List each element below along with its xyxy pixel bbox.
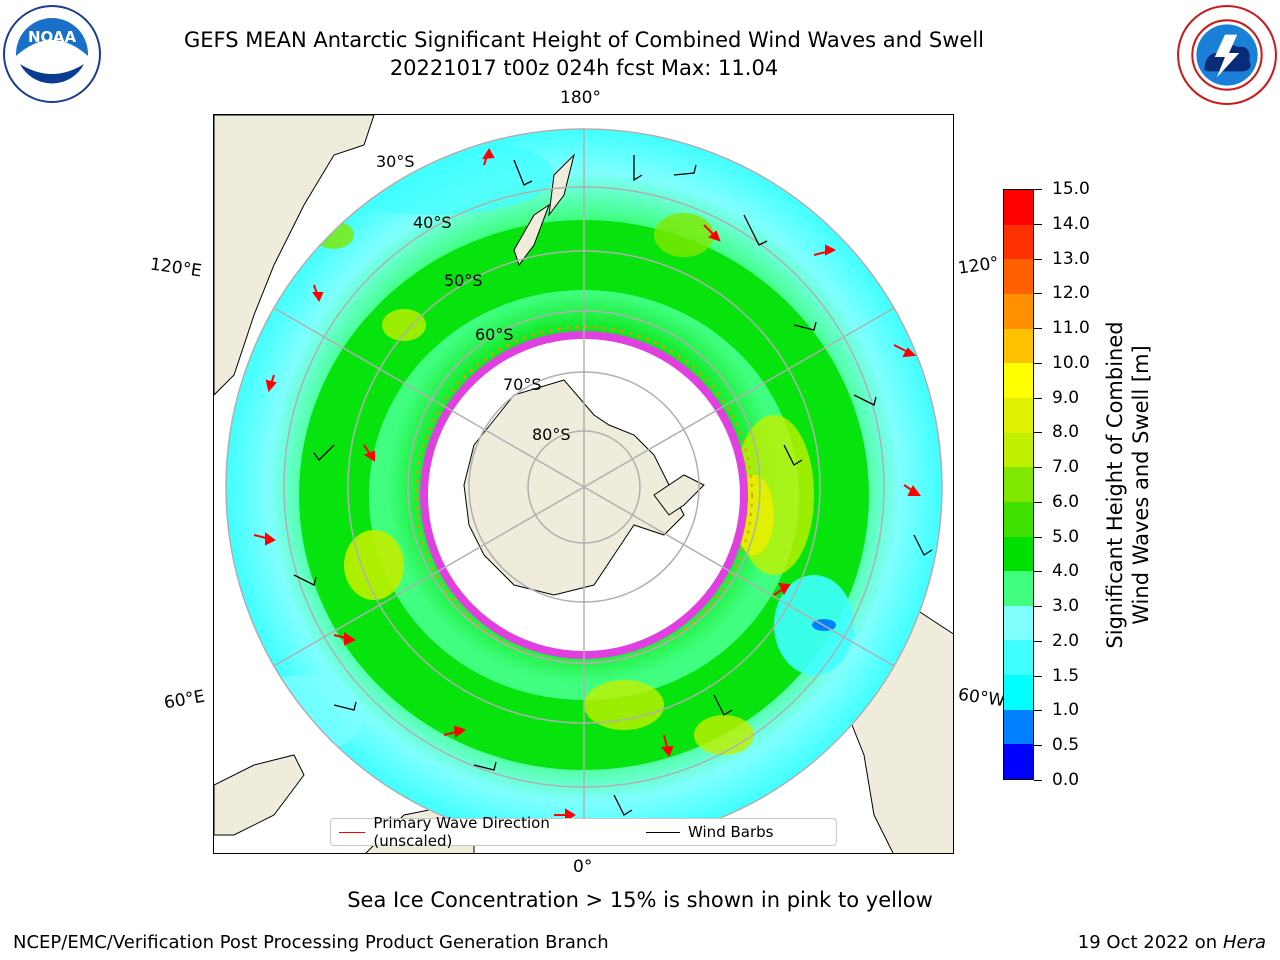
colorbar-tick-label: 15.0: [1052, 179, 1090, 199]
colorbar-tick-label: 14.0: [1052, 213, 1090, 234]
colorbar-tick-label: 13.0: [1052, 248, 1090, 269]
colorbar-segment: [1004, 744, 1033, 779]
colorbar-tick: [1034, 362, 1042, 364]
lon-label-60w: 60°W: [956, 684, 1007, 712]
lat-label-30s: 30°S: [376, 152, 415, 171]
colorbar-tick: [1034, 606, 1042, 608]
lon-label-180: 180°: [560, 88, 601, 108]
legend-swatch-barbs: [646, 831, 681, 833]
colorbar-tick: [1034, 467, 1042, 469]
title-line-2: 20221017 t00z 024h fcst Max: 11.04: [389, 56, 779, 80]
map-legend: Primary Wave Direction (unscaled) Wind B…: [330, 814, 837, 850]
colorbar-tick: [1034, 710, 1042, 712]
footer-host: Hera: [1222, 932, 1266, 953]
colorbar-segment: [1004, 259, 1033, 295]
legend-label-wave: Primary Wave Direction (unscaled): [373, 814, 550, 850]
lon-label-60e: 60°E: [162, 686, 207, 714]
nws-logo: [1177, 5, 1277, 105]
colorbar-segment: [1004, 501, 1033, 537]
lat-label-60s: 60°S: [475, 325, 514, 344]
colorbar-segment: [1004, 605, 1033, 641]
colorbar-tick-label: 6.0: [1052, 491, 1080, 512]
legend-label-barbs: Wind Barbs: [688, 823, 774, 841]
colorbar-segment: [1004, 467, 1033, 502]
legend-swatch-wave: [339, 831, 366, 833]
colorbar-tick: [1034, 432, 1042, 434]
colorbar: [1003, 189, 1034, 780]
colorbar-label-line-2: Wind Waves and Swell [m]: [1129, 345, 1153, 625]
colorbar-tick: [1034, 223, 1042, 225]
colorbar-tick-label: 5.0: [1052, 526, 1080, 547]
colorbar-label: Significant Height of Combined Wind Wave…: [1102, 321, 1154, 648]
lon-label-0: 0°: [573, 857, 593, 877]
colorbar-tick-label: 9.0: [1052, 387, 1080, 408]
noaa-logo: NOAA: [3, 5, 101, 103]
colorbar-segment: [1004, 709, 1033, 745]
colorbar-tick-label: 7.0: [1052, 457, 1080, 478]
colorbar-segment: [1004, 224, 1033, 260]
legend-item-wind-barbs: Wind Barbs: [592, 823, 829, 841]
antarctica-land: [463, 379, 685, 596]
graticule: [225, 128, 943, 846]
colorbar-tick-label: 0.5: [1052, 735, 1080, 756]
wind-barbs: [293, 155, 933, 816]
colorbar-tick: [1034, 258, 1042, 260]
colorbar-tick-label: 1.0: [1052, 700, 1080, 721]
wave-direction-arrows: [253, 148, 921, 822]
africa-land: [214, 754, 305, 836]
lon-label-120w: 120°: [956, 253, 1001, 279]
noaa-logo-text: NOAA: [28, 28, 77, 46]
colorbar-tick-label: 2.0: [1052, 630, 1080, 651]
colorbar-tick-label: 4.0: [1052, 561, 1080, 582]
footer-credit: NCEP/EMC/Verification Post Processing Pr…: [13, 932, 609, 953]
colorbar-tick-label: 11.0: [1052, 318, 1090, 339]
map-panel: [213, 114, 954, 854]
colorbar-segment: [1004, 536, 1033, 572]
new-zealand-land: [513, 153, 575, 267]
colorbar-segment: [1004, 397, 1033, 433]
chart-title: GEFS MEAN Antarctic Significant Height o…: [184, 26, 984, 82]
colorbar-tick-label: 0.0: [1052, 770, 1080, 790]
polar-map: [214, 115, 953, 853]
lat-label-80s: 80°S: [532, 425, 571, 444]
lon-label-120e: 120°E: [148, 254, 203, 282]
colorbar-segment: [1004, 571, 1033, 606]
colorbar-tick: [1034, 328, 1042, 330]
colorbar-tick-label: 3.0: [1052, 596, 1080, 617]
colorbar-segment: [1004, 432, 1033, 468]
title-line-1: GEFS MEAN Antarctic Significant Height o…: [183, 28, 985, 52]
colorbar-segment: [1004, 190, 1033, 225]
lat-label-40s: 40°S: [413, 213, 452, 232]
colorbar-segment: [1004, 363, 1033, 398]
footer-date-text: 19 Oct 2022 on: [1077, 932, 1223, 953]
lat-label-70s: 70°S: [503, 375, 542, 394]
colorbar-tick: [1034, 640, 1042, 642]
antarctic-peninsula: [653, 474, 705, 516]
footer-date: 19 Oct 2022 on Hera: [1078, 932, 1266, 953]
colorbar-tick: [1034, 780, 1042, 781]
lat-label-50s: 50°S: [444, 271, 483, 290]
colorbar-tick-label: 12.0: [1052, 283, 1090, 304]
colorbar-tick: [1034, 501, 1042, 503]
colorbar-segment: [1004, 675, 1033, 710]
colorbar-segment: [1004, 328, 1033, 364]
colorbar-tick-label: 10.0: [1052, 352, 1090, 373]
colorbar-tick: [1034, 571, 1042, 573]
colorbar-tick: [1034, 189, 1042, 190]
colorbar-tick: [1034, 293, 1042, 295]
colorbar-tick: [1034, 536, 1042, 538]
colorbar-tick-label: 8.0: [1052, 422, 1080, 443]
colorbar-tick-label: 1.5: [1052, 665, 1080, 686]
colorbar-label-line-1: Significant Height of Combined: [1103, 321, 1127, 649]
colorbar-segment: [1004, 640, 1033, 676]
legend-item-wave-direction: Primary Wave Direction (unscaled): [339, 814, 576, 850]
colorbar-tick: [1034, 397, 1042, 399]
colorbar-segment: [1004, 294, 1033, 329]
colorbar-tick: [1034, 675, 1042, 677]
colorbar-tick: [1034, 745, 1042, 747]
australia-land: [214, 115, 375, 396]
sea-ice-note: Sea Ice Concentration > 15% is shown in …: [347, 888, 933, 912]
